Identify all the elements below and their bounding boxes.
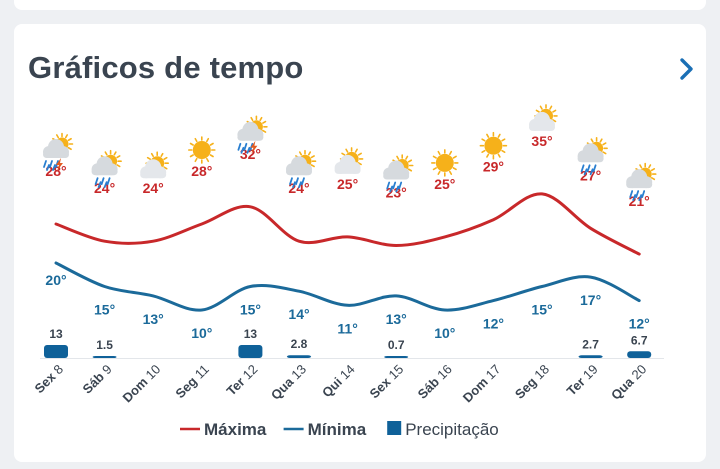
sun-icon	[430, 149, 459, 177]
min-temperature-line	[54, 261, 641, 312]
legend-label: Máxima	[204, 420, 267, 439]
max-temperature-line	[54, 192, 641, 256]
min-temperature-label: 13°	[143, 311, 164, 327]
precipitation-label: 0.7	[388, 338, 405, 352]
max-temperature-label: 35°	[531, 133, 552, 149]
x-axis-label: Seg 11	[172, 362, 212, 402]
min-temperature-label: 15°	[240, 302, 261, 318]
precipitation-label: 1.5	[96, 338, 113, 352]
legend-label: Mínima	[308, 420, 367, 439]
max-temperature-label: 23°	[386, 185, 407, 201]
precipitation-bar	[44, 345, 68, 358]
precipitation-bar	[287, 355, 311, 358]
sun-cloud-icon	[529, 104, 558, 131]
precipitation-label: 6.7	[631, 333, 648, 347]
sun-cloud-icon	[334, 147, 364, 174]
max-temperature-label: 27°	[580, 167, 601, 183]
max-temperature-label: 25°	[434, 176, 455, 192]
min-temperature-label: 12°	[629, 316, 650, 332]
sun-cloud-rain-icon	[577, 137, 608, 176]
x-axis-label: Ter 19	[564, 362, 601, 399]
min-temperature-label: 15°	[94, 302, 115, 318]
sun-cloud-thunderstorm-icon	[43, 132, 74, 171]
legend-label: Precipitação	[405, 420, 499, 439]
min-temperature-label: 10°	[434, 325, 455, 341]
x-axis-label: Qua 20	[608, 362, 649, 403]
min-temperature-label: 14°	[288, 306, 309, 322]
sun-cloud-rain-icon	[626, 162, 657, 202]
legend-item[interactable]: Precipitação	[387, 420, 499, 439]
min-temperature-label: 17°	[580, 292, 601, 308]
x-axis-label: Seg 18	[512, 362, 552, 402]
precipitation-label: 2.8	[291, 337, 308, 351]
x-axis-label: Ter 12	[223, 362, 260, 399]
precipitation-bar	[92, 356, 117, 358]
min-temperature-label: 15°	[531, 302, 552, 318]
sun-cloud-thunderstorm-icon	[237, 115, 268, 154]
sun-cloud-rain-icon	[286, 149, 317, 189]
precipitation-bar	[627, 351, 652, 358]
min-temperature-label: 12°	[483, 316, 504, 332]
x-axis-label: Sáb 16	[415, 362, 455, 402]
max-temperature-label: 24°	[94, 180, 115, 196]
precipitation-bar	[578, 355, 603, 358]
precipitation-label: 13	[49, 327, 63, 341]
legend-swatch	[387, 421, 402, 435]
max-temperature-label: 29°	[483, 159, 504, 175]
min-temperature-label: 10°	[191, 325, 212, 341]
max-temperature-label: 24°	[288, 180, 309, 196]
max-temperature-label: 21°	[629, 193, 650, 209]
x-axis-label: Qui 14	[319, 362, 358, 401]
precipitation-bar	[238, 345, 263, 358]
max-temperature-label: 28°	[191, 163, 212, 179]
sun-cloud-rain-icon	[383, 154, 414, 193]
x-axis-label: Dom 17	[460, 362, 504, 406]
min-temperature-label: 13°	[386, 311, 407, 327]
precipitation-label: 13	[244, 327, 258, 341]
max-temperature-label: 24°	[143, 180, 164, 196]
page-title: Gráficos de tempo	[28, 50, 304, 85]
sun-cloud-icon	[140, 151, 169, 179]
min-temperature-label: 11°	[337, 320, 357, 336]
x-axis-label: Sex 15	[367, 362, 407, 402]
max-temperature-label: 25°	[337, 176, 358, 192]
precipitation-bar	[384, 356, 409, 358]
sun-icon	[188, 136, 216, 164]
min-temperature-label: 20°	[45, 272, 66, 288]
x-axis-label: Qua 13	[268, 362, 309, 403]
legend-item[interactable]: Máxima	[180, 420, 267, 439]
legend-item[interactable]: Mínima	[283, 420, 367, 439]
sun-cloud-rain-icon	[91, 149, 122, 189]
previous-card	[14, 0, 706, 10]
x-axis-label: Dom 10	[120, 362, 164, 406]
chevron-right-icon[interactable]	[674, 56, 700, 82]
sun-icon	[479, 131, 508, 160]
x-axis-label: Sáb 9	[80, 362, 115, 397]
x-axis-label: Sex 8	[31, 362, 66, 397]
precipitation-label: 2.7	[582, 337, 599, 351]
